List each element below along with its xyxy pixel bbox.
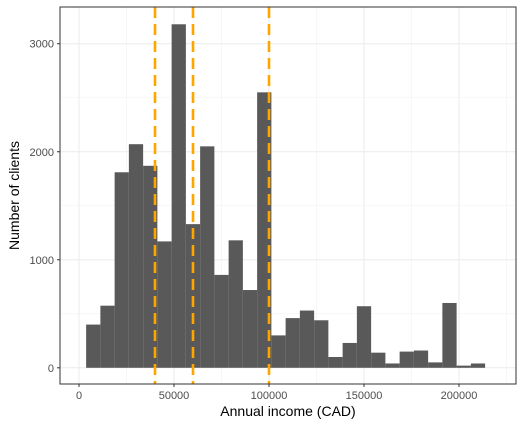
y-tick-label: 3000: [30, 39, 54, 51]
histogram-bars: [86, 24, 486, 368]
histogram-bar: [442, 302, 457, 368]
histogram-bar: [285, 318, 300, 368]
histogram-bar: [128, 144, 144, 368]
histogram-bar: [399, 351, 414, 368]
y-tick-label: 1000: [30, 255, 54, 267]
y-axis: 0 1000 2000 3000: [30, 39, 60, 375]
x-tick-label: 50000: [159, 390, 190, 402]
histogram-bar: [271, 335, 286, 368]
histogram-bar: [328, 356, 343, 368]
histogram-bar: [185, 224, 201, 368]
x-tick-label: 0: [76, 390, 82, 402]
histogram-bar: [385, 363, 400, 368]
histogram-bar: [171, 24, 186, 368]
histogram-bar: [228, 240, 243, 368]
x-tick-label: 200000: [441, 390, 478, 402]
histogram-bar: [114, 172, 129, 368]
reference-lines: [153, 7, 271, 384]
histogram-bar: [371, 352, 386, 368]
x-axis-title: Annual income (CAD): [220, 403, 355, 419]
histogram-bar: [342, 342, 357, 368]
y-tick-label: 2000: [30, 147, 54, 159]
histogram-bar: [100, 305, 115, 368]
histogram-bar: [314, 320, 329, 368]
histogram-bar: [413, 350, 429, 368]
histogram-bar: [86, 324, 101, 368]
x-tick-label: 100000: [251, 390, 288, 402]
histogram-bar: [428, 362, 443, 368]
histogram-bar: [356, 306, 372, 368]
histogram-bar: [470, 363, 486, 368]
histogram-bar: [242, 290, 258, 368]
x-axis: 0 50000 100000 150000 200000: [76, 384, 477, 402]
x-tick-label: 150000: [346, 390, 383, 402]
histogram-bar: [299, 310, 315, 368]
y-tick-label: 0: [48, 363, 54, 375]
histogram-bar: [214, 274, 229, 368]
histogram-bar: [157, 241, 172, 368]
plot-panel-border: [59, 6, 517, 385]
histogram-bar: [200, 146, 215, 368]
histogram-bar: [456, 365, 471, 368]
y-axis-title: Number of clients: [6, 141, 22, 250]
